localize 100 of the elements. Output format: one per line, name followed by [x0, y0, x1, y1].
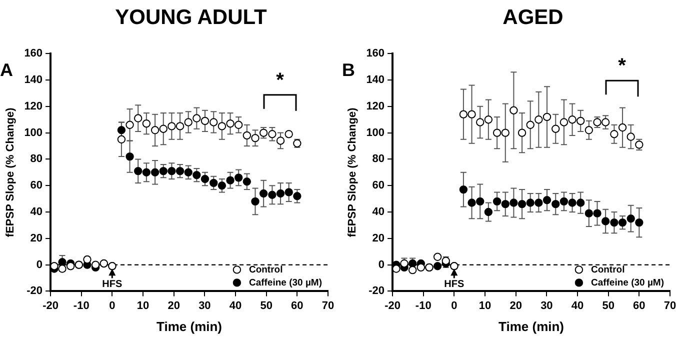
point — [200, 174, 210, 184]
point — [276, 136, 285, 145]
point — [584, 209, 594, 218]
point — [626, 214, 635, 223]
legend-label: Control — [248, 264, 283, 276]
point — [259, 189, 268, 198]
y-tick-label: 20 — [30, 232, 43, 244]
point — [601, 217, 610, 226]
point — [560, 118, 568, 126]
point — [433, 252, 442, 261]
point — [176, 166, 184, 176]
point — [210, 118, 218, 126]
point — [468, 110, 476, 118]
text: A — [0, 60, 13, 81]
y-tick-label: 120 — [366, 100, 385, 112]
point — [242, 178, 252, 186]
point — [200, 116, 210, 126]
x-tick-label: -10 — [73, 300, 90, 312]
point — [526, 120, 534, 129]
point — [58, 258, 66, 266]
legend-label: Caffeine (30 µM) — [248, 277, 322, 288]
point — [150, 126, 160, 134]
point — [510, 106, 518, 114]
point — [518, 128, 526, 137]
point — [134, 114, 142, 122]
point — [218, 122, 226, 130]
point — [526, 198, 534, 207]
x-tick-label: 50 — [260, 300, 272, 312]
point — [242, 131, 252, 140]
y-axis-title: fEPSP Slope (% Change) — [346, 107, 359, 238]
x-tick-label: 40 — [571, 300, 584, 312]
point — [468, 198, 476, 207]
point — [492, 128, 502, 137]
y-tick-label: 60 — [30, 180, 43, 192]
point — [276, 189, 285, 198]
point — [126, 120, 134, 129]
point — [159, 124, 168, 133]
point — [542, 112, 552, 122]
point — [593, 209, 602, 218]
point — [126, 152, 134, 161]
point — [268, 130, 276, 138]
point — [159, 166, 168, 176]
x-tick-label: 60 — [291, 300, 304, 312]
x-tick-label: 70 — [322, 300, 334, 312]
y-tick-label: 0 — [36, 258, 43, 271]
point — [534, 116, 543, 124]
y-tick-label: 60 — [372, 180, 385, 192]
x-tick-label: 10 — [478, 300, 492, 312]
point — [560, 197, 568, 206]
y-tick-label: -20 — [26, 285, 43, 298]
point — [635, 218, 644, 227]
y-tick-label: 40 — [30, 206, 43, 218]
x-tick-label: 50 — [602, 300, 614, 312]
point — [218, 182, 226, 190]
y-tick-label: 140 — [366, 74, 385, 86]
legend-label: Control — [590, 264, 625, 276]
annotation: * — [618, 55, 626, 78]
chart-title: YOUNG ADULT — [114, 6, 268, 30]
point — [142, 168, 151, 176]
y-tick-label: 20 — [372, 232, 385, 244]
point — [226, 176, 234, 184]
point — [492, 197, 502, 206]
point — [626, 132, 635, 141]
text: B — [342, 60, 355, 81]
x-tick-label: 30 — [540, 300, 553, 312]
y-tick-label: 100 — [24, 126, 43, 139]
x-tick-label: 10 — [136, 300, 150, 312]
point — [476, 118, 484, 126]
point — [117, 126, 126, 134]
point — [168, 166, 176, 176]
x-tick-label: 20 — [168, 300, 180, 312]
point — [184, 168, 192, 176]
point — [142, 119, 151, 128]
y-tick-label: 100 — [366, 126, 385, 139]
y-tick-label: 0 — [378, 258, 385, 271]
y-tick-label: 80 — [372, 153, 385, 166]
x-axis-title: Time (min) — [498, 318, 564, 334]
point — [484, 208, 493, 216]
y-tick-label: 160 — [366, 48, 385, 60]
x-tick-label: 60 — [633, 300, 646, 312]
annotation: HFS — [102, 278, 122, 290]
point — [510, 198, 518, 207]
point — [476, 197, 484, 206]
y-tick-label: 140 — [24, 74, 43, 86]
x-tick-label: 40 — [229, 300, 242, 312]
point — [168, 122, 176, 130]
y-tick-label: 160 — [24, 48, 43, 60]
point — [268, 190, 276, 199]
point — [618, 218, 627, 227]
point — [501, 200, 510, 208]
point — [584, 126, 594, 134]
point — [542, 196, 552, 204]
point — [416, 263, 426, 272]
x-tick-label: 70 — [664, 300, 676, 312]
y-tick-label: 120 — [24, 100, 43, 112]
point — [184, 118, 192, 126]
x-tick-label: -10 — [415, 300, 432, 312]
point — [433, 262, 442, 270]
point — [568, 116, 576, 124]
point — [618, 123, 627, 132]
